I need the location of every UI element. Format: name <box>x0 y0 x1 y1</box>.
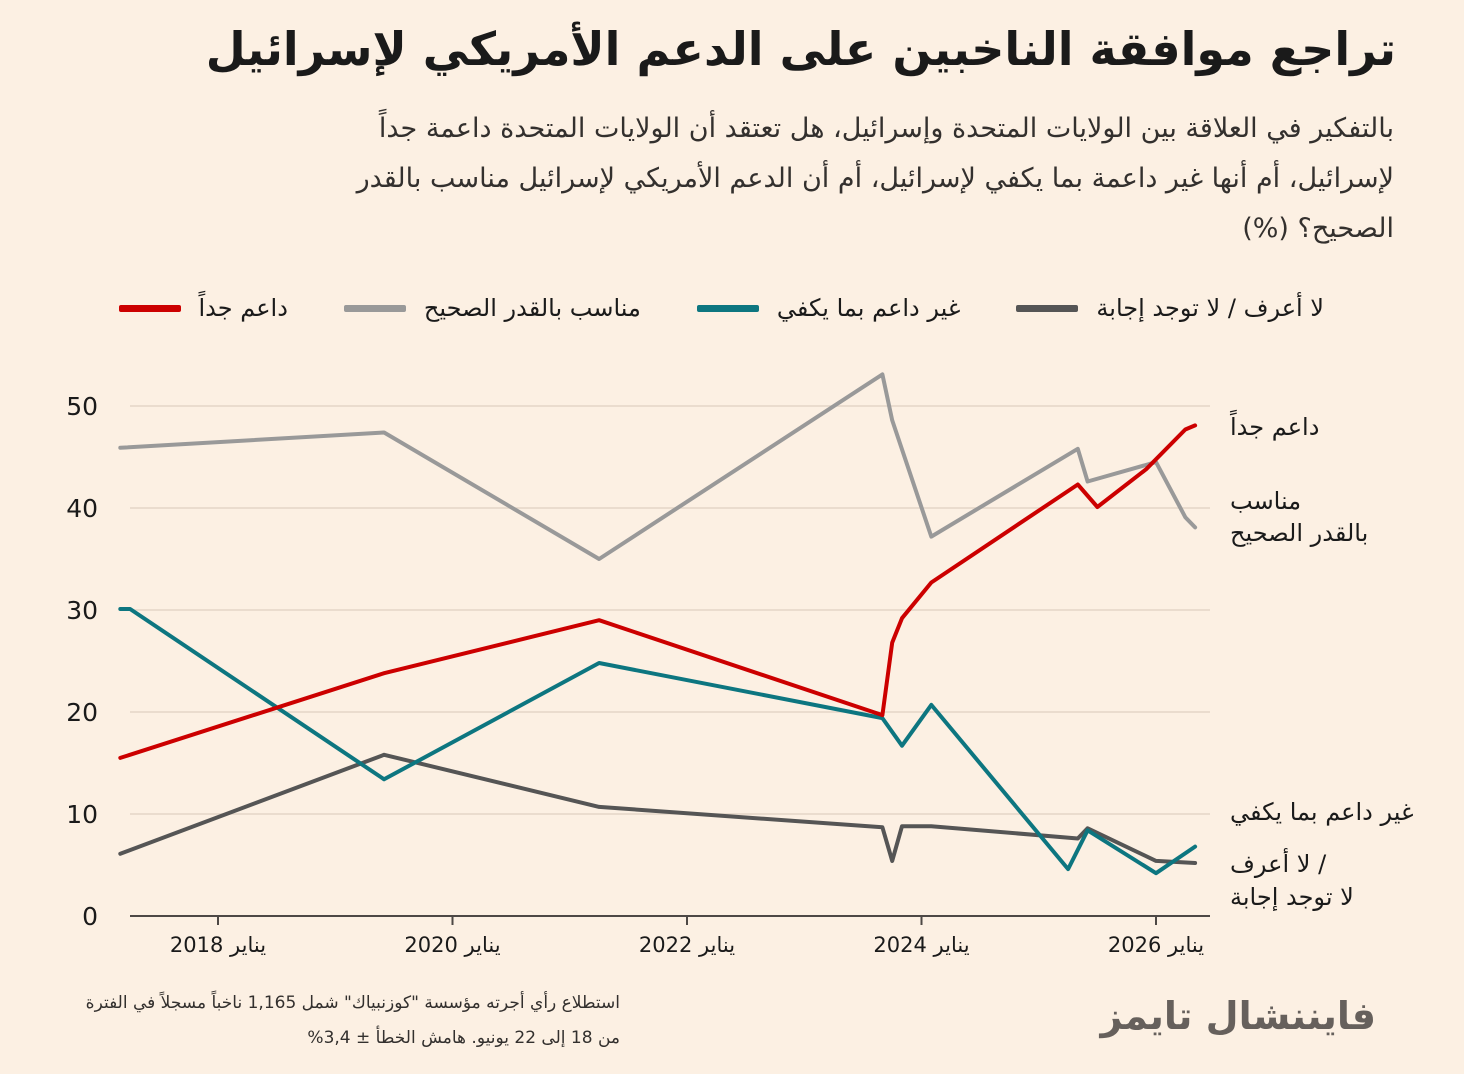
x-tick-label: يناير 2026 <box>1108 933 1204 957</box>
y-tick-label: 40 <box>66 494 98 523</box>
y-tick-label: 50 <box>66 392 98 421</box>
x-tick-label: يناير 2022 <box>639 933 735 957</box>
series-end-label: بالقدر الصحيح <box>1230 519 1368 547</box>
series-end-label: داعم جداً <box>1229 410 1319 441</box>
legend-item-no-answer: لا أعرف / لا توجد إجابة <box>1016 294 1324 322</box>
legend-swatch <box>118 304 181 312</box>
series-end-label: مناسب <box>1230 487 1301 515</box>
series-line <box>118 752 1198 865</box>
legend-item-about-right: مناسب بالقدر الصحيح <box>343 294 641 322</box>
legend: لا أعرف / لا توجد إجابة غير داعم بما يكف… <box>118 286 1324 330</box>
chart-title: تراجع موافقة الناخبين على الدعم الأمريكي… <box>205 22 1396 76</box>
x-tick-label: يناير 2024 <box>873 933 969 957</box>
series-end-label: غير داعم بما يكفي <box>1230 798 1414 826</box>
legend-item-not-supportive-enough: غير داعم بما يكفي <box>696 294 961 322</box>
series-line <box>118 372 1198 561</box>
source-note: استطلاع رأي أجرته مؤسسة "كوزنبياك" شمل 1… <box>40 986 620 1056</box>
series-line <box>118 607 1198 876</box>
legend-label: مناسب بالقدر الصحيح <box>423 294 641 322</box>
series-line <box>118 423 1198 760</box>
y-tick-label: 0 <box>82 902 98 931</box>
legend-swatch <box>343 304 406 312</box>
source-note-line: من 18 إلى 22 يونيو. هامش الخطأ ± 3,4% <box>307 1028 620 1048</box>
y-tick-label: 10 <box>66 800 98 829</box>
y-tick-label: 20 <box>66 698 98 727</box>
legend-item-too-supportive: داعم جداً <box>118 294 288 322</box>
series-end-label: لا أعرف / <box>1230 848 1327 878</box>
series-end-label: لا توجد إجابة <box>1230 883 1354 912</box>
legend-swatch <box>696 304 759 312</box>
y-tick-label: 30 <box>66 596 98 625</box>
legend-label: داعم جداً <box>198 294 288 322</box>
x-tick-label: يناير 2020 <box>404 933 500 957</box>
legend-label: غير داعم بما يكفي <box>776 294 961 322</box>
brand-logo: فايننشال تايمز <box>1100 994 1377 1038</box>
legend-swatch <box>1016 304 1079 312</box>
legend-label: لا أعرف / لا توجد إجابة <box>1096 294 1324 322</box>
x-tick-label: يناير 2018 <box>170 933 266 957</box>
chart-subtitle: بالتفكير في العلاقة بين الولايات المتحدة… <box>356 113 1394 244</box>
source-note-line: استطلاع رأي أجرته مؤسسة "كوزنبياك" شمل 1… <box>85 993 620 1013</box>
